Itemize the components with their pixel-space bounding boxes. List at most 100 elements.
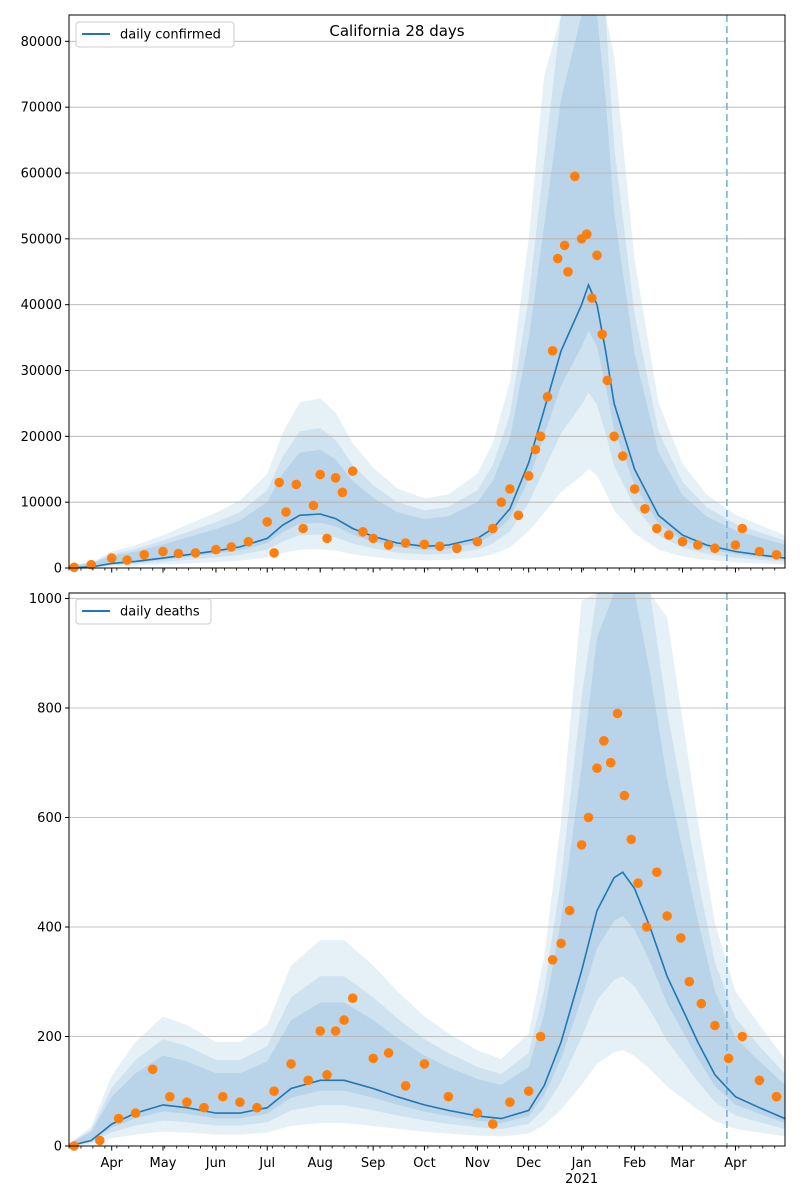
top-data-point xyxy=(552,253,563,264)
top-ytick-label: 80000 xyxy=(21,35,62,50)
top-data-point xyxy=(358,527,368,537)
top-data-point xyxy=(308,500,319,511)
top-data-point xyxy=(602,375,613,386)
top-data-point xyxy=(86,559,96,570)
top-data-point xyxy=(505,484,515,494)
top-data-point xyxy=(629,484,640,494)
confirmed-series-line xyxy=(68,282,786,569)
top-data-point xyxy=(754,546,765,557)
bot-data-point xyxy=(523,1086,534,1096)
top-data-point xyxy=(730,540,741,550)
confirmed-panel: 0 10000 20000 30000 40000 50000 60000 70000 8000… xyxy=(21,14,786,577)
top-data-point xyxy=(274,477,285,488)
bot-data-point xyxy=(368,1053,379,1064)
bot-ytick-label: 400 xyxy=(37,920,62,935)
top-data-point xyxy=(383,540,394,550)
deaths-legend: daily deaths xyxy=(75,598,212,625)
top-data-point xyxy=(337,487,348,498)
top-data-point xyxy=(737,523,748,534)
top-data-point xyxy=(281,507,291,517)
top-data-point xyxy=(435,541,445,552)
bot-data-point xyxy=(771,1091,782,1102)
top-data-point xyxy=(547,346,558,356)
confirmed-y-ticks: 0 10000 20000 30000 40000 50000 60000 70000 8000… xyxy=(21,35,69,577)
top-ytick-label: 0 xyxy=(54,562,62,577)
bot-data-point xyxy=(218,1091,228,1102)
bot-data-point xyxy=(652,867,662,877)
confirmed-x-ticks xyxy=(68,568,776,573)
top-data-point xyxy=(523,471,534,481)
bot-data-point xyxy=(583,812,594,823)
top-ytick-label: 40000 xyxy=(21,298,62,313)
bot-data-point xyxy=(592,763,602,773)
top-data-point xyxy=(347,466,358,477)
bot-data-point xyxy=(696,998,707,1009)
bot-data-point xyxy=(322,1070,332,1080)
top-data-point xyxy=(677,536,688,547)
bot-data-point xyxy=(754,1075,765,1086)
bot-band-2 xyxy=(69,593,785,1146)
bot-xtick-label: Jul xyxy=(258,1156,275,1171)
deaths-panel: 0 200 400 600 800 1000 Apr May Jun Jul Aug Sep Oct N… xyxy=(29,592,786,1187)
top-data-point xyxy=(472,536,483,547)
bot-xtick-label: Sep xyxy=(361,1156,386,1171)
bot-data-point xyxy=(556,938,566,949)
top-data-point xyxy=(419,539,430,550)
confirmed-points xyxy=(69,171,782,573)
bot-data-point xyxy=(147,1064,158,1075)
top-data-point xyxy=(559,240,570,251)
top-data-point xyxy=(582,229,592,239)
bot-data-point xyxy=(443,1091,454,1102)
x-axis-year-label: 2021 xyxy=(565,1172,598,1187)
top-data-point xyxy=(298,523,308,534)
bot-ytick-label: 1000 xyxy=(29,592,62,607)
bot-xtick-label: Dec xyxy=(516,1156,541,1171)
bot-band-3 xyxy=(69,593,785,1146)
top-data-point xyxy=(330,473,341,483)
top-data-point xyxy=(139,550,149,560)
top-data-point xyxy=(513,510,524,521)
bot-xtick-label: Oct xyxy=(413,1156,435,1171)
top-data-point xyxy=(173,548,184,559)
deaths-y-ticks: 0 200 400 600 800 1000 xyxy=(29,592,69,1155)
top-data-point xyxy=(122,555,132,565)
bot-xtick-label: Apr xyxy=(100,1156,123,1171)
deaths-x-ticks: Apr May Jun Jul Aug Sep Oct Nov Dec Jan Feb Mar Apr xyxy=(68,1146,776,1171)
top-ytick-label: 70000 xyxy=(21,101,62,116)
top-ytick-label: 60000 xyxy=(21,167,62,182)
top-data-point xyxy=(315,469,326,480)
bot-data-point xyxy=(339,1015,349,1025)
bot-xtick-label: Feb xyxy=(623,1156,646,1171)
deaths-legend-box xyxy=(75,598,212,625)
bot-data-point xyxy=(605,757,616,768)
bot-data-point xyxy=(710,1020,720,1031)
top-data-point xyxy=(530,444,541,455)
bot-data-point xyxy=(684,976,695,987)
bot-xtick-label: Mar xyxy=(670,1156,695,1171)
top-data-point xyxy=(211,544,221,555)
top-data-point xyxy=(291,479,302,490)
deaths-axes-frame xyxy=(68,592,786,1147)
top-band-2 xyxy=(69,15,785,568)
bot-data-point xyxy=(612,708,623,719)
bot-data-point xyxy=(576,840,587,850)
bot-ytick-label: 200 xyxy=(37,1030,62,1045)
deaths-points xyxy=(69,708,782,1151)
top-data-point xyxy=(563,267,573,277)
top-model-line xyxy=(68,282,786,569)
bot-xtick-label: Jan xyxy=(571,1156,592,1171)
top-data-point xyxy=(262,517,273,527)
chart-title: California 28 days xyxy=(329,22,464,40)
bot-band-1 xyxy=(69,593,785,1146)
bot-data-point xyxy=(315,1026,326,1036)
top-data-point xyxy=(652,523,662,534)
bot-xtick-label: Nov xyxy=(465,1156,491,1171)
top-data-point xyxy=(400,538,411,548)
bot-xtick-label: Aug xyxy=(308,1156,333,1171)
top-data-point xyxy=(587,293,597,303)
top-data-point xyxy=(269,548,279,558)
bot-data-point xyxy=(182,1097,192,1107)
bot-data-point xyxy=(286,1059,296,1069)
